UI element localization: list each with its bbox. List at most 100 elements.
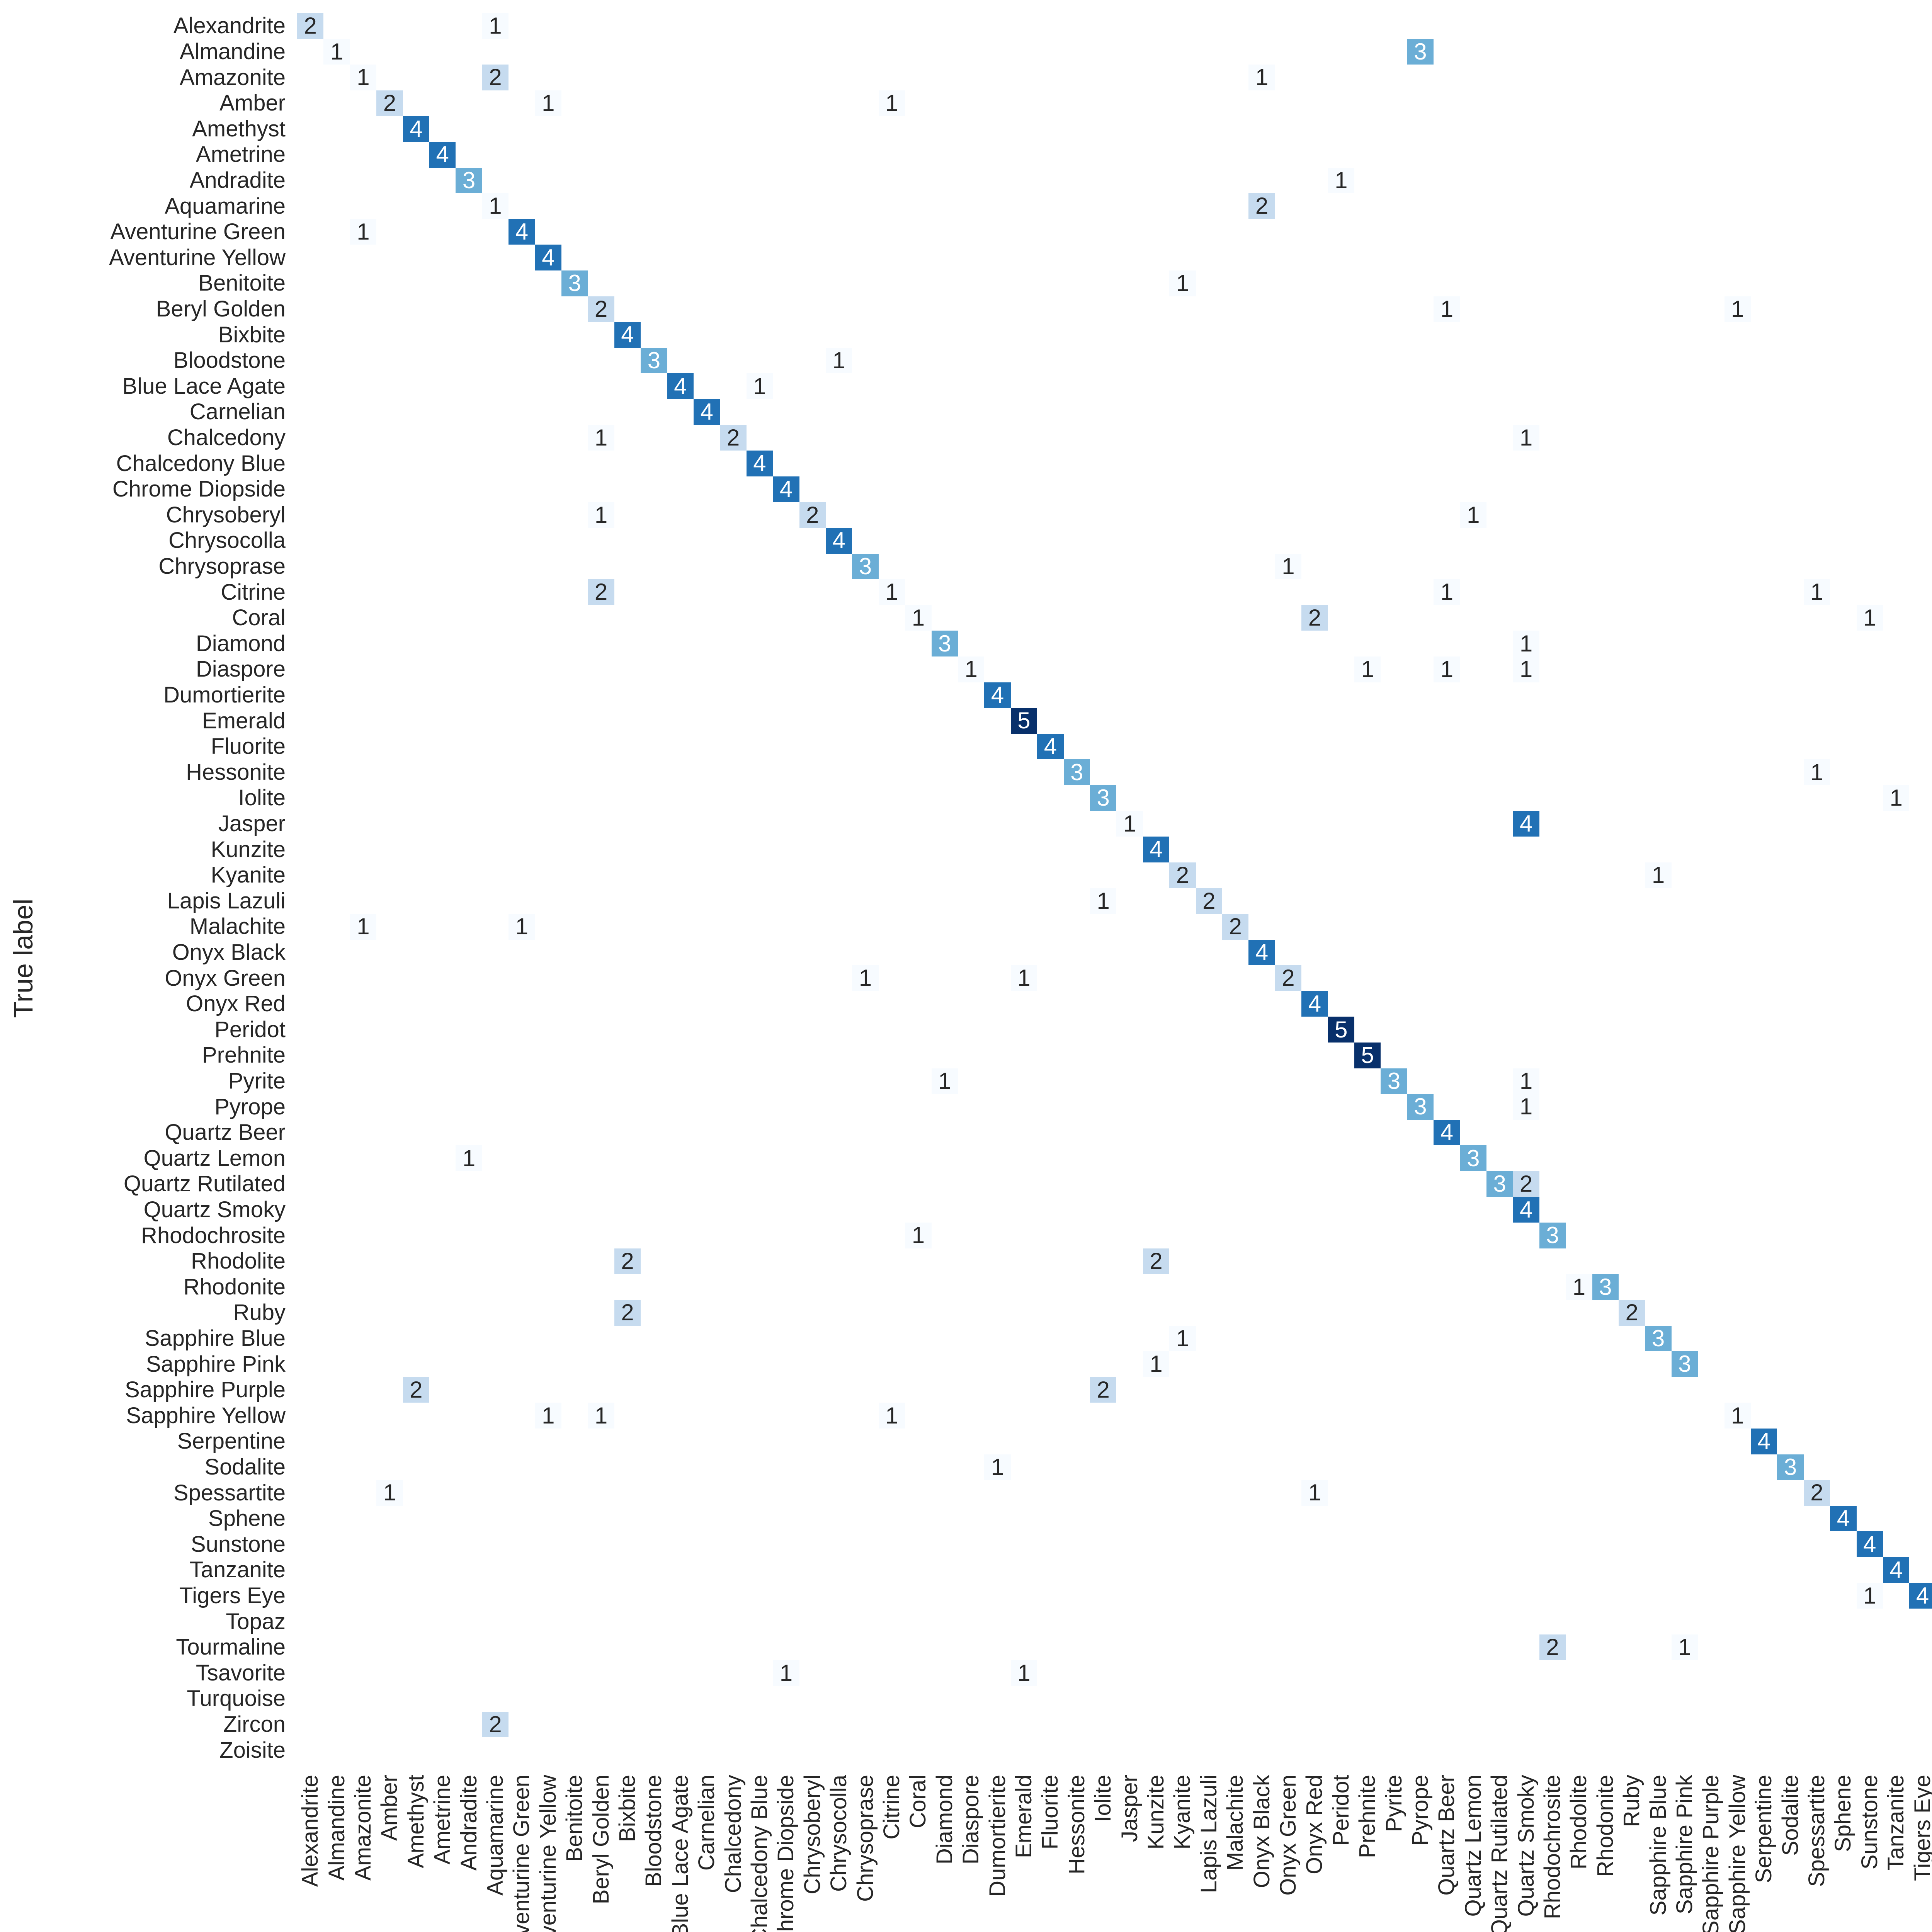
y-tick-label: Sodalite [204, 1454, 286, 1480]
heatmap-cell: 1 [746, 373, 773, 399]
heatmap-cell: 4 [614, 322, 641, 348]
y-tick-label: Coral [232, 605, 286, 631]
heatmap-cell: 2 [297, 13, 324, 39]
heatmap-cell: 1 [1513, 425, 1539, 451]
heatmap-cell: 4 [1248, 939, 1275, 966]
heatmap-cell: 2 [1222, 914, 1249, 940]
x-tick-label: Blue Lace Agate [667, 1774, 693, 1932]
x-tick-label: Sodalite [1777, 1774, 1803, 1856]
y-tick-label: Serpentine [177, 1429, 286, 1454]
y-tick-label: Amber [219, 90, 286, 116]
heatmap-cell: 2 [1196, 888, 1222, 914]
y-tick-label: Rhodochrosite [141, 1223, 286, 1248]
y-tick-label: Tsavorite [196, 1660, 286, 1685]
y-tick-label: Hessonite [186, 759, 286, 785]
x-tick-label: Bixbite [615, 1774, 640, 1842]
x-tick-label: Tanzanite [1883, 1774, 1909, 1871]
heatmap-cell: 4 [1751, 1429, 1777, 1454]
y-tick-label: Chrysocolla [168, 528, 286, 553]
heatmap-cell: 1 [482, 193, 509, 219]
heatmap-cell: 1 [931, 1068, 958, 1094]
heatmap-cell: 4 [1037, 733, 1064, 760]
heatmap-cell: 2 [1513, 1171, 1539, 1197]
y-tick-label: Quartz Beer [165, 1120, 286, 1145]
heatmap-cell: 1 [826, 347, 852, 374]
heatmap-cell: 4 [429, 142, 456, 168]
y-tick-label: Onyx Black [172, 939, 286, 965]
heatmap-cell: 2 [1275, 965, 1302, 991]
x-tick-label: Aventurine Yellow [535, 1774, 561, 1932]
x-tick-label: Lapis Lazuli [1196, 1774, 1221, 1893]
y-tick-label: Sapphire Blue [145, 1325, 286, 1351]
heatmap-cell: 4 [984, 682, 1011, 708]
x-tick-label: Almandine [324, 1774, 349, 1881]
y-tick-label: Chrome Diopside [112, 476, 286, 502]
x-tick-label: Rhodolite [1566, 1774, 1592, 1869]
heatmap-cell: 4 [535, 245, 561, 270]
heatmap-cell: 1 [1671, 1634, 1698, 1660]
heatmap-cell: 1 [1143, 1351, 1170, 1377]
y-tick-label: Jasper [218, 811, 286, 836]
heatmap-cell: 1 [482, 13, 509, 39]
x-tick-label: Ametrine [430, 1774, 455, 1864]
heatmap-cell: 1 [1645, 862, 1672, 888]
y-tick-label: Ametrine [196, 142, 286, 167]
x-tick-label: Jasper [1117, 1774, 1142, 1842]
x-tick-label: Peridot [1328, 1774, 1354, 1846]
x-tick-label: Iolite [1090, 1774, 1116, 1822]
heatmap-cell: 1 [1010, 1660, 1037, 1686]
heatmap-cell: 4 [1856, 1531, 1883, 1557]
heatmap-cell: 1 [905, 1223, 932, 1248]
heatmap-cell: 5 [1010, 708, 1037, 734]
heatmap-cell: 3 [1407, 1094, 1434, 1120]
y-tick-label: Andradite [189, 167, 286, 193]
heatmap-cell: 3 [456, 167, 482, 194]
heatmap-cell: 4 [1143, 837, 1170, 862]
y-tick-label: Aventurine Green [110, 219, 286, 245]
heatmap-cell: 1 [350, 65, 377, 90]
y-tick-label: Sphene [208, 1506, 286, 1531]
heatmap-cell: 1 [535, 90, 561, 116]
heatmap-cell: 2 [403, 1377, 429, 1403]
y-tick-label: Peridot [214, 1017, 286, 1042]
heatmap-cell: 1 [1434, 656, 1460, 682]
heatmap-cell: 4 [1513, 811, 1539, 837]
x-tick-label: Amethyst [403, 1774, 429, 1868]
x-tick-label: Chalcedony Blue [747, 1774, 772, 1932]
heatmap-cell: 5 [1354, 1043, 1381, 1068]
y-tick-label: Pyrope [214, 1094, 286, 1119]
x-tick-label: Fluorite [1037, 1774, 1063, 1850]
x-tick-label: Chrysoprase [852, 1774, 878, 1902]
y-tick-label: Blue Lace Agate [122, 373, 286, 399]
x-tick-label: Malachite [1223, 1774, 1248, 1871]
heatmap-cell: 1 [588, 425, 614, 451]
y-tick-label: Chrysoprase [158, 553, 286, 579]
heatmap-cell: 4 [1830, 1505, 1857, 1532]
heatmap-cell: 2 [799, 502, 826, 528]
y-tick-label: Bixbite [218, 322, 286, 347]
heatmap-cell: 2 [1803, 1480, 1830, 1506]
y-tick-label: Chrysoberyl [166, 502, 286, 527]
heatmap-cell: 3 [1090, 785, 1117, 811]
heatmap-cell: 2 [482, 1711, 509, 1738]
y-tick-label: Sapphire Pink [146, 1351, 286, 1377]
heatmap-cell: 3 [1063, 759, 1090, 785]
heatmap-cell: 4 [1909, 1583, 1932, 1609]
y-tick-label: Aventurine Yellow [109, 245, 286, 270]
y-tick-label: Citrine [221, 579, 286, 605]
y-axis-title: True label [8, 898, 38, 1018]
heatmap-cell: 1 [1513, 656, 1539, 682]
x-tick-label: Bloodstone [641, 1774, 667, 1887]
x-tick-label: Tigers Eye [1910, 1774, 1932, 1881]
heatmap-cell: 2 [588, 579, 614, 605]
heatmap-cell: 3 [1671, 1351, 1698, 1377]
y-tick-label: Lapis Lazuli [167, 888, 286, 913]
y-tick-label: Amazonite [179, 65, 286, 90]
x-tick-label: Aventurine Green [509, 1774, 534, 1932]
heatmap-cell: 1 [1169, 1325, 1196, 1352]
y-tick-label: Malachite [189, 914, 286, 939]
heatmap-cell: 1 [773, 1660, 799, 1686]
y-tick-label: Tanzanite [189, 1557, 286, 1583]
heatmap-cell: 2 [1090, 1377, 1117, 1403]
